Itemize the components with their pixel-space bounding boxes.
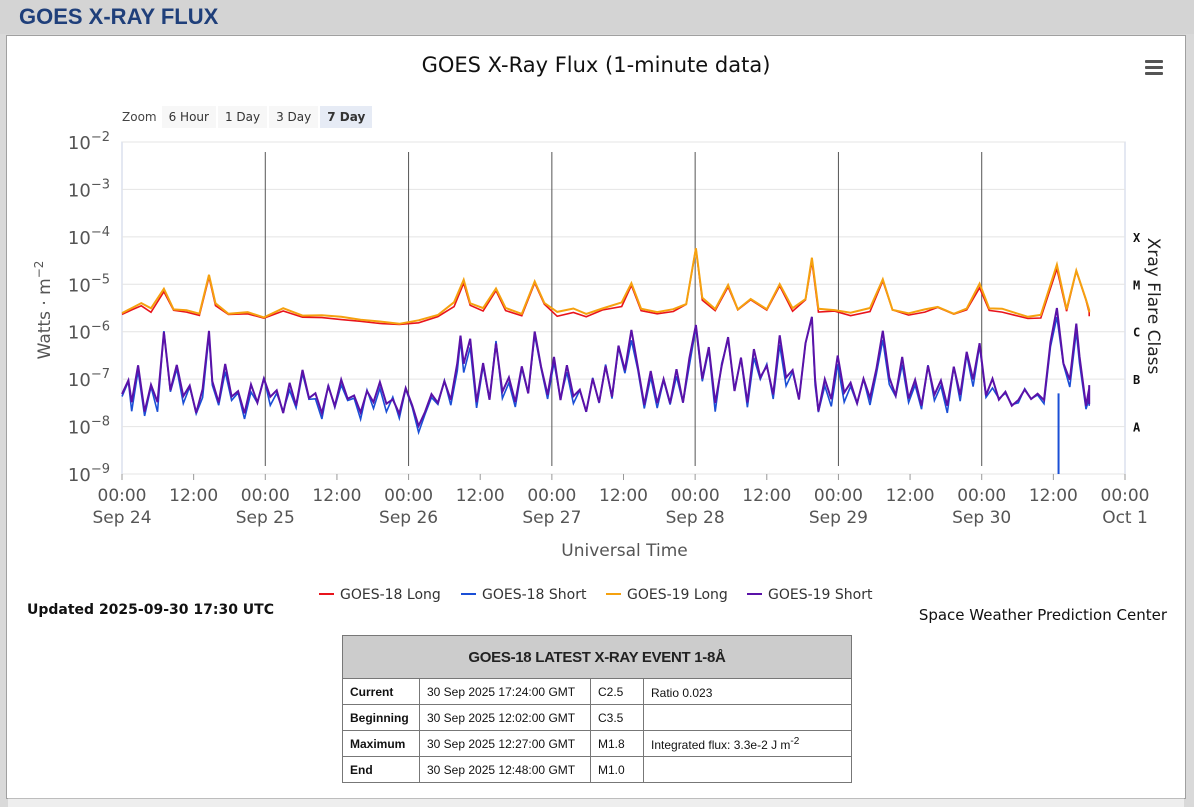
x-tick-date-label: Sep 25 — [236, 508, 295, 528]
x-tick-time-label: 12:00 — [169, 486, 218, 506]
x-tick-date-label: Sep 30 — [952, 508, 1011, 528]
flare-class-label: A — [1133, 421, 1141, 435]
x-tick-time-label: 00:00 — [671, 486, 720, 506]
y-tick-label: 10−4 — [68, 225, 110, 249]
x-tick-date-label: Sep 26 — [379, 508, 438, 528]
xray-flux-chart: 10−210−310−410−510−610−710−810−900:00Sep… — [32, 130, 1163, 603]
page-title: GOES X-RAY FLUX — [19, 4, 219, 29]
y-tick-label: 10−8 — [68, 415, 110, 439]
row-time: 30 Sep 2025 17:24:00 GMT — [419, 678, 591, 705]
x-tick-time-label: 12:00 — [599, 486, 648, 506]
x-tick-time-label: 12:00 — [1029, 486, 1078, 506]
series-goes18-long — [121, 248, 1090, 326]
y-axis-title: Watts · m−2 — [32, 261, 55, 360]
plot-frame — [121, 141, 1126, 475]
y-tick-label: 10−3 — [68, 177, 110, 201]
x-tick-date-label: Sep 24 — [92, 508, 151, 528]
updated-timestamp: Updated 2025-09-30 17:30 UTC — [27, 602, 274, 618]
chart-panel: GOES X-Ray Flux (1-minute data) Zoom 6 H… — [6, 35, 1186, 799]
legend-item: GOES-18 Long — [340, 587, 441, 603]
series-goes19-long — [121, 248, 1091, 325]
x-tick-time-label: 00:00 — [384, 486, 433, 506]
y-tick-label: 10−6 — [68, 320, 110, 344]
x-tick-time-label: 12:00 — [312, 486, 361, 506]
y-tick-label: 10−9 — [68, 462, 110, 486]
x-tick-time-label: 12:00 — [742, 486, 791, 506]
row-class: C2.5 — [590, 678, 644, 705]
table-row: End 30 Sep 2025 12:48:00 GMT M1.0 — [342, 756, 852, 783]
flare-class-label: B — [1133, 373, 1140, 387]
x-tick-date-label: Oct 1 — [1102, 508, 1148, 528]
legend-item: GOES-19 Short — [768, 587, 873, 603]
flare-class-label: C — [1133, 326, 1140, 340]
series-goes19-short — [121, 307, 1091, 429]
zoom-controls: Zoom 6 Hour 1 Day 3 Day 7 Day — [122, 105, 374, 129]
row-time: 30 Sep 2025 12:48:00 GMT — [419, 756, 591, 783]
table-row: Current 30 Sep 2025 17:24:00 GMT C2.5 Ra… — [342, 678, 852, 705]
bottom-strip — [8, 798, 1184, 807]
zoom-1-day-button[interactable]: 1 Day — [217, 106, 268, 128]
legend-item: GOES-19 Long — [627, 587, 728, 603]
row-note — [643, 756, 852, 783]
zoom-6-hour-button[interactable]: 6 Hour — [161, 106, 216, 128]
x-tick-time-label: 00:00 — [814, 486, 863, 506]
row-note — [643, 704, 852, 731]
event-table-title: GOES-18 LATEST X-RAY EVENT 1-8Å — [342, 635, 852, 679]
y-tick-label: 10−2 — [68, 130, 110, 154]
chart-title: GOES X-Ray Flux (1-minute data) — [421, 53, 771, 77]
zoom-7-day-button[interactable]: 7 Day — [320, 106, 373, 128]
row-note: Integrated flux: 3.3e-2 J m-2 — [643, 730, 852, 757]
y-tick-label: 10−5 — [68, 272, 110, 296]
page-header: GOES X-RAY FLUX — [0, 0, 1194, 34]
x-axis-title: Universal Time — [561, 541, 687, 561]
x-tick-time-label: 00:00 — [957, 486, 1006, 506]
x-tick-time-label: 00:00 — [527, 486, 576, 506]
latest-event-table: GOES-18 LATEST X-RAY EVENT 1-8Å Current … — [342, 635, 852, 783]
y-tick-label: 10−7 — [68, 367, 110, 391]
table-row: Maximum 30 Sep 2025 12:27:00 GMT M1.8 In… — [342, 730, 852, 757]
row-class: M1.0 — [590, 756, 644, 783]
hamburger-menu-icon[interactable] — [1145, 60, 1163, 76]
flare-class-label: X — [1133, 231, 1141, 245]
row-time: 30 Sep 2025 12:02:00 GMT — [419, 704, 591, 731]
row-time: 30 Sep 2025 12:27:00 GMT — [419, 730, 591, 757]
x-tick-time-label: 12:00 — [886, 486, 935, 506]
row-class: M1.8 — [590, 730, 644, 757]
credit-text: Space Weather Prediction Center — [918, 606, 1167, 624]
flare-class-label: M — [1133, 278, 1140, 292]
row-label: Current — [342, 678, 420, 705]
row-note: Ratio 0.023 — [643, 678, 852, 705]
x-tick-time-label: 12:00 — [456, 486, 505, 506]
x-tick-time-label: 00:00 — [98, 486, 147, 506]
x-tick-date-label: Sep 29 — [809, 508, 868, 528]
zoom-label: Zoom — [122, 110, 157, 124]
x-tick-date-label: Sep 27 — [522, 508, 581, 528]
row-class: C3.5 — [590, 704, 644, 731]
table-row: Beginning 30 Sep 2025 12:02:00 GMT C3.5 — [342, 704, 852, 731]
legend-item: GOES-18 Short — [482, 587, 587, 603]
series-goes18-short — [121, 316, 1090, 436]
x-tick-time-label: 00:00 — [241, 486, 290, 506]
right-axis-title: Xray Flare Class — [1143, 238, 1163, 375]
row-label: End — [342, 756, 420, 783]
zoom-3-day-button[interactable]: 3 Day — [269, 106, 319, 128]
row-label: Maximum — [342, 730, 420, 757]
x-tick-time-label: 00:00 — [1101, 486, 1150, 506]
row-label: Beginning — [342, 704, 420, 731]
x-tick-date-label: Sep 28 — [666, 508, 725, 528]
